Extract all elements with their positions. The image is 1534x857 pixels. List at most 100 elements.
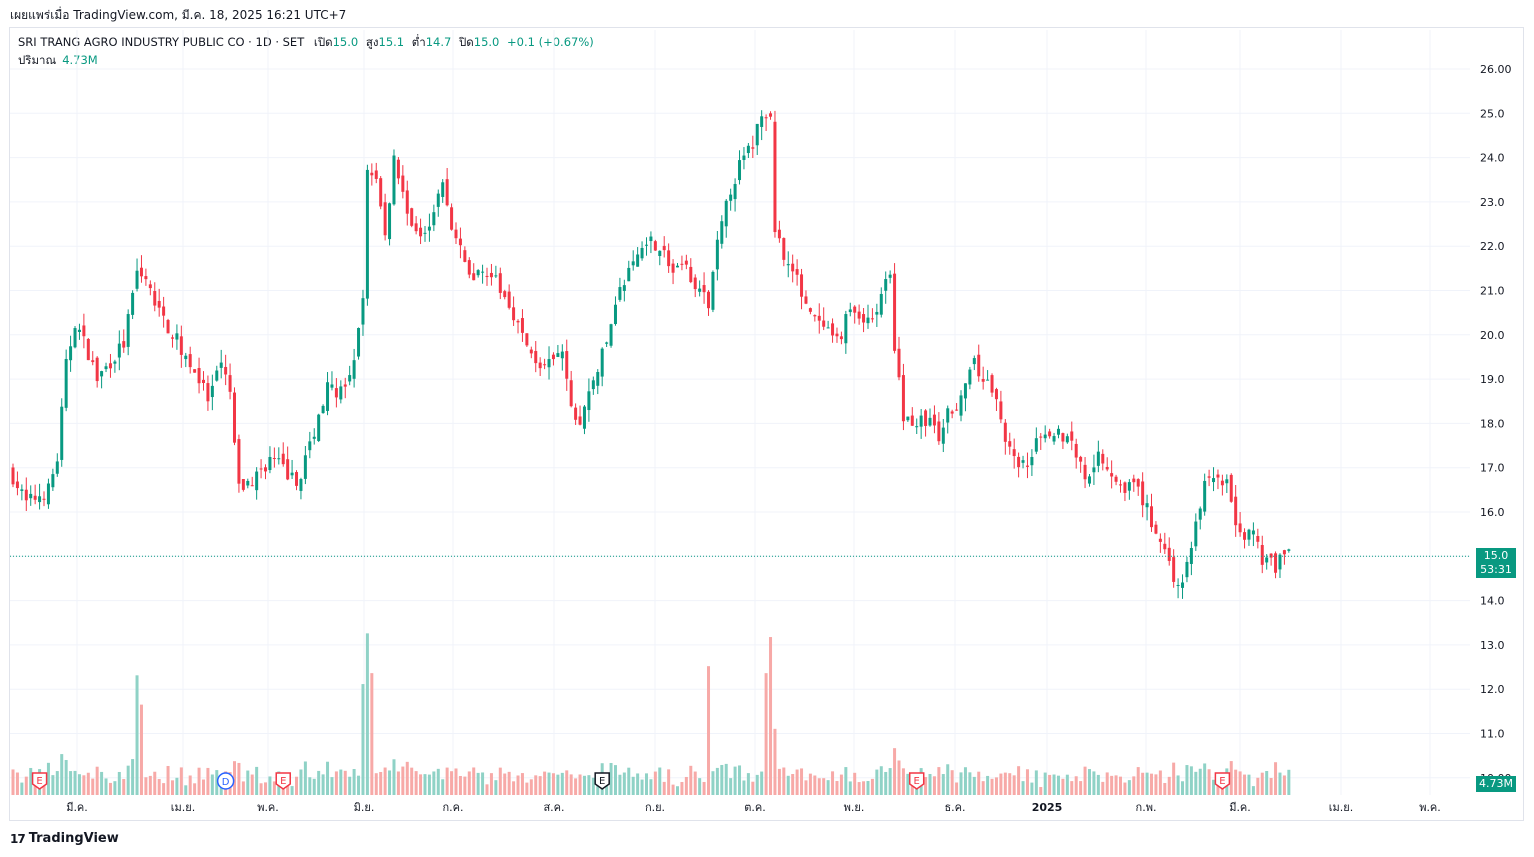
volume-bar: [201, 779, 205, 795]
event-markers[interactable]: EDEEEEDE: [31, 772, 1534, 790]
volume-bar: [862, 781, 866, 795]
volume-bar: [760, 771, 764, 795]
candle-body: [1247, 529, 1251, 540]
volume-bar: [724, 763, 728, 795]
candle-body: [1198, 508, 1202, 520]
svg-text:E: E: [36, 776, 42, 787]
volume-bar: [166, 765, 170, 795]
volume-bar: [764, 673, 768, 795]
volume-bar: [1243, 774, 1247, 795]
candle-body: [893, 273, 897, 351]
candle-body: [215, 370, 219, 381]
symbol-name[interactable]: SRI TRANG AGRO INDUSTRY PUBLIC CO · 1D ·…: [18, 35, 305, 49]
volume-bar: [702, 781, 706, 795]
candle-body: [42, 498, 46, 500]
earnings-marker[interactable]: E: [1214, 772, 1231, 790]
volume-bar: [1105, 772, 1109, 795]
tradingview-brand[interactable]: 17 TradingView: [10, 831, 119, 846]
candle-body: [489, 272, 493, 278]
candle-body: [441, 182, 445, 197]
volume-bar: [671, 784, 675, 795]
candle-body: [126, 314, 130, 347]
tradingview-logo-icon: 17: [10, 831, 26, 846]
volume-bar: [392, 759, 396, 795]
x-tick-label: เม.ย.: [171, 801, 195, 814]
volume-bar: [1074, 776, 1078, 795]
y-tick-label: 20.0: [1480, 329, 1505, 342]
volume-bar: [241, 781, 245, 795]
candle-body: [1260, 545, 1264, 565]
volume-bar: [396, 771, 400, 795]
candle-body: [135, 270, 139, 289]
candle-body: [990, 375, 994, 393]
candle-body: [1282, 550, 1286, 555]
volume-bar: [1194, 771, 1198, 795]
candle-body: [38, 496, 42, 503]
volume-tag: 4.73M: [1476, 776, 1516, 792]
volume-bar: [946, 764, 950, 795]
volume-bar: [64, 760, 68, 795]
volume-bar: [538, 776, 542, 795]
earnings-marker[interactable]: E: [31, 772, 48, 790]
candle-body: [808, 308, 812, 312]
volume-bar: [613, 765, 617, 795]
dividend-marker[interactable]: D: [216, 772, 235, 790]
candle-body: [29, 493, 33, 499]
volume-bar: [516, 775, 520, 795]
candle-body: [184, 355, 188, 360]
candle-body: [551, 354, 555, 360]
volume-bar: [268, 776, 272, 795]
volume-bar: [458, 775, 462, 795]
volume-bar: [746, 773, 750, 795]
volume-bar: [839, 774, 843, 795]
candle-body: [773, 121, 777, 233]
candle-body: [835, 333, 839, 337]
candle-body: [658, 250, 662, 257]
volume-bar: [990, 778, 994, 795]
volume-bar: [698, 778, 702, 795]
candle-body: [450, 207, 454, 230]
candle-body: [1225, 479, 1229, 484]
candle-body: [1048, 431, 1052, 437]
candle-body: [286, 459, 290, 480]
x-tick-label: ธ.ค.: [944, 801, 965, 814]
candle-body: [405, 190, 409, 214]
candle-body: [255, 471, 259, 491]
candle-body: [308, 441, 312, 451]
candle-body: [334, 388, 338, 398]
volume-bar: [432, 771, 436, 795]
volume-bar: [968, 772, 972, 795]
earnings-marker[interactable]: E: [594, 772, 610, 790]
candle-body: [20, 489, 24, 491]
volume-bar: [1025, 769, 1029, 795]
candle-body: [104, 366, 108, 370]
volume-bar: [100, 771, 104, 795]
volume-bar: [233, 761, 236, 795]
volume-bar: [436, 768, 440, 795]
candle-body: [684, 260, 688, 265]
candle-body: [813, 315, 817, 317]
volume-bar: [1282, 775, 1286, 795]
candle-body: [653, 241, 657, 251]
earnings-marker[interactable]: E: [275, 772, 291, 790]
earnings-marker[interactable]: E: [908, 772, 925, 790]
candle-body: [596, 372, 600, 386]
candle-body: [795, 269, 799, 275]
candle-body: [201, 379, 205, 384]
candle-body: [711, 271, 715, 310]
candle-body: [1150, 506, 1154, 528]
svg-text:D: D: [222, 777, 230, 788]
volume-bar: [1048, 774, 1052, 795]
candle-body: [520, 318, 524, 333]
candle-body: [618, 287, 622, 300]
candle-body: [1087, 476, 1091, 484]
candle-body: [193, 369, 197, 373]
candle-body: [1243, 532, 1247, 540]
candle-body: [503, 291, 507, 298]
candle-body: [476, 270, 480, 276]
candle-body: [751, 147, 755, 149]
volume-bar: [653, 771, 657, 795]
candle-body: [241, 479, 245, 490]
candle-body: [401, 175, 405, 192]
